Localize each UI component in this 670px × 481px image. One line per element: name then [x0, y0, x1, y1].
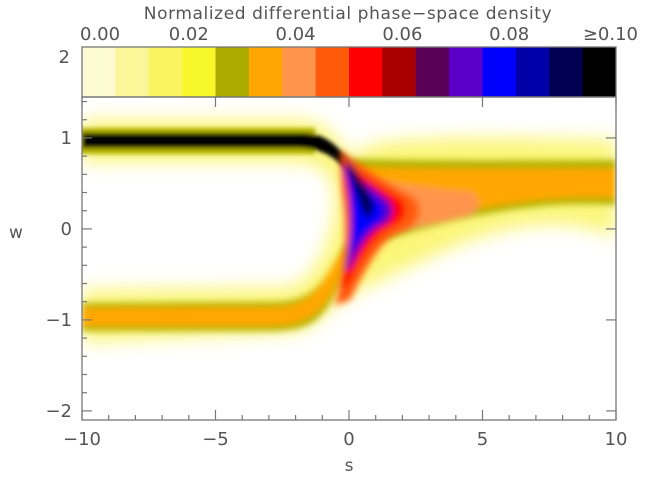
colorbar-swatch	[82, 47, 116, 97]
colorbar-swatch	[515, 47, 550, 97]
colorbar-tick-label: ≥0.10	[583, 24, 638, 45]
x-tick-label: 0	[343, 429, 354, 450]
colorbar-tick-label: 0.06	[382, 24, 422, 45]
y-tick-label: 0	[61, 219, 72, 240]
colorbar-swatch	[282, 47, 317, 97]
x-tick-label: −10	[63, 429, 101, 450]
y-tick-label: −1	[45, 310, 72, 331]
colorbar-swatch	[215, 47, 250, 97]
y-tick-label: −2	[45, 401, 72, 422]
colorbar-swatch	[449, 47, 483, 97]
colorbar-tick-label: 0.02	[169, 24, 209, 45]
colorbar-swatch	[415, 47, 450, 97]
y-tick-label: 1	[61, 128, 72, 149]
colorbar-swatch	[248, 47, 283, 97]
y-axis-ticks: −2 −1 0 1	[45, 100, 616, 422]
x-tick-label: 10	[605, 429, 628, 450]
colorbar-left-label: 2	[59, 47, 70, 68]
colorbar-swatch	[382, 47, 417, 97]
turning-core	[335, 150, 419, 305]
colorbar-swatch	[315, 47, 350, 97]
colorbar-tick-labels: 0.00 0.02 0.04 0.06 0.08 ≥0.10	[80, 24, 638, 55]
colorbar-swatch	[349, 47, 383, 97]
colorbar-tick-label: 0.00	[80, 24, 120, 45]
x-axis-ticks: −10 −5 0 5 10	[63, 97, 627, 450]
colorbar-tick-label: 0.08	[489, 24, 529, 45]
colorbar-swatches	[82, 47, 617, 97]
upper-band	[82, 128, 348, 172]
colorbar-swatch	[182, 47, 216, 97]
x-tick-label: −5	[202, 429, 229, 450]
x-tick-label: 5	[477, 429, 488, 450]
colorbar-swatch	[549, 47, 584, 97]
colorbar-swatch	[482, 47, 517, 97]
colorbar-title: Normalized differential phase−space dens…	[144, 4, 552, 24]
colorbar-swatch	[582, 47, 617, 97]
y-axis-title: w	[9, 223, 23, 243]
density-field	[82, 120, 616, 342]
colorbar-tick-label: 0.04	[276, 24, 316, 45]
x-axis-title: s	[345, 456, 354, 476]
lower-band	[82, 245, 352, 331]
colorbar-swatch	[148, 47, 183, 97]
colorbar-swatch	[115, 47, 150, 97]
